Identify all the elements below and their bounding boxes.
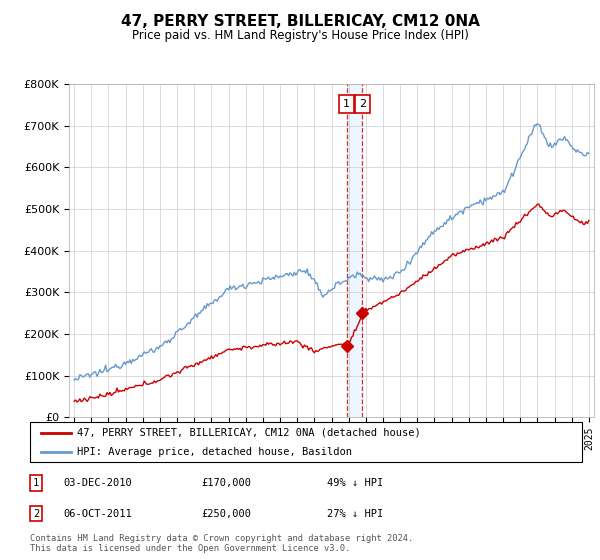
Text: £170,000: £170,000 <box>201 478 251 488</box>
Text: Contains HM Land Registry data © Crown copyright and database right 2024.
This d: Contains HM Land Registry data © Crown c… <box>30 534 413 553</box>
Text: 27% ↓ HPI: 27% ↓ HPI <box>327 508 383 519</box>
Text: £250,000: £250,000 <box>201 508 251 519</box>
FancyBboxPatch shape <box>30 422 582 462</box>
Text: Price paid vs. HM Land Registry's House Price Index (HPI): Price paid vs. HM Land Registry's House … <box>131 29 469 42</box>
Text: 03-DEC-2010: 03-DEC-2010 <box>63 478 132 488</box>
Text: 47, PERRY STREET, BILLERICAY, CM12 0NA: 47, PERRY STREET, BILLERICAY, CM12 0NA <box>121 14 479 29</box>
Bar <box>347 84 362 417</box>
Text: 06-OCT-2011: 06-OCT-2011 <box>63 508 132 519</box>
Text: 1: 1 <box>33 478 39 488</box>
Text: HPI: Average price, detached house, Basildon: HPI: Average price, detached house, Basi… <box>77 447 352 457</box>
Text: 1: 1 <box>343 99 350 109</box>
Text: 2: 2 <box>359 99 366 109</box>
Text: 49% ↓ HPI: 49% ↓ HPI <box>327 478 383 488</box>
Text: 47, PERRY STREET, BILLERICAY, CM12 0NA (detached house): 47, PERRY STREET, BILLERICAY, CM12 0NA (… <box>77 428 421 438</box>
Text: 2: 2 <box>33 508 39 519</box>
